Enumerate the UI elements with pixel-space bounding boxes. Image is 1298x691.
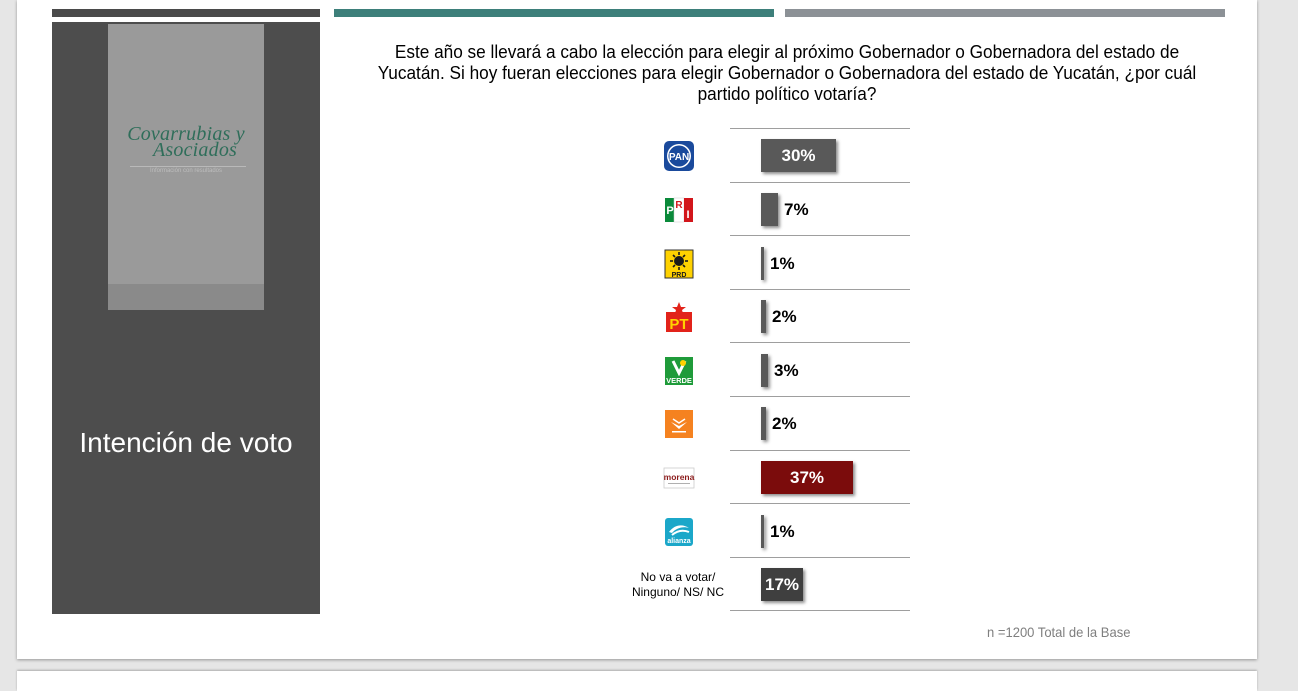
pri-logo-icon-graphic: P RI xyxy=(665,197,693,223)
row-rule xyxy=(730,289,910,290)
survey-question: Este año se llevará a cabo la elección p… xyxy=(377,41,1197,104)
movimiento-ciudadano-logo-icon xyxy=(663,408,695,440)
header-accent-bar-dark xyxy=(52,9,320,17)
svg-text:I: I xyxy=(686,209,689,221)
svg-text:P: P xyxy=(666,205,673,217)
sample-size-note: n =1200 Total de la Base xyxy=(987,624,1131,640)
row-rule xyxy=(730,503,910,504)
svg-text:PAN: PAN xyxy=(669,152,689,163)
nueva-alianza-logo-icon: alianza xyxy=(663,516,695,548)
nueva-alianza-logo-icon-graphic: alianza xyxy=(665,518,693,546)
data-label: 3% xyxy=(774,361,799,380)
bar-pan xyxy=(761,139,836,172)
pan-logo-icon-graphic: PAN xyxy=(664,141,694,171)
next-slide-edge xyxy=(17,671,1257,691)
pt-logo-icon: PT xyxy=(663,301,695,333)
bar-pri xyxy=(761,193,778,226)
logo-divider xyxy=(130,166,246,167)
slide: Covarrubias y Asociados Información con … xyxy=(17,0,1257,659)
bar-prd xyxy=(761,247,764,280)
pt-logo-icon-graphic: PT xyxy=(666,302,692,333)
vote-intention-chart: PAN 30% P R I 7% PRD 1% PT 2% VERDE 3% 2% morena 37% al… xyxy=(17,0,1257,659)
logo-name-line2: Asociados xyxy=(152,139,238,161)
svg-text:morena: morena xyxy=(664,472,695,482)
logo-name-line1: Covarrubias y xyxy=(127,123,245,145)
morena-logo-icon-graphic: morena xyxy=(663,467,695,489)
logo-wordmark: Covarrubias y Asociados xyxy=(108,123,264,161)
header-accent-bar-gray xyxy=(785,9,1225,17)
verde-logo-icon: VERDE xyxy=(663,355,695,387)
svg-text:VERDE: VERDE xyxy=(666,376,692,385)
row-rule xyxy=(730,557,910,558)
bar-morena xyxy=(761,461,853,494)
logo-card-footer xyxy=(108,284,264,310)
data-label: 17% xyxy=(764,575,800,594)
bar-verde xyxy=(761,354,768,387)
row-rule xyxy=(730,396,910,397)
morena-logo-icon: morena xyxy=(663,462,695,494)
category-label: No va a votar/ Ninguno/ NS/ NC xyxy=(631,570,725,599)
bar-movimiento-ciudadano xyxy=(761,407,766,440)
bar-alianza xyxy=(761,515,764,548)
bar-pt xyxy=(761,300,766,333)
panel-title: Intención de voto xyxy=(79,427,293,458)
row-rule xyxy=(730,450,910,451)
row-rule xyxy=(730,182,910,183)
row-rule xyxy=(730,128,910,129)
svg-text:PRD: PRD xyxy=(672,272,687,279)
verde-logo-icon-graphic: VERDE xyxy=(665,357,693,385)
prd-logo-icon-graphic: PRD xyxy=(664,249,694,279)
data-label: 2% xyxy=(772,307,797,326)
side-panel: Covarrubias y Asociados Información con … xyxy=(52,22,320,614)
row-rule xyxy=(730,342,910,343)
svg-text:alianza: alianza xyxy=(667,538,690,545)
data-label: 30% xyxy=(781,146,816,165)
logo-tagline: Información con resultados xyxy=(149,168,223,174)
prd-logo-icon: PRD xyxy=(663,248,695,280)
header-accent-bar-teal xyxy=(334,9,774,17)
company-logo: Covarrubias y Asociados Información con … xyxy=(108,24,264,310)
data-label: 2% xyxy=(772,414,797,433)
pan-logo-icon: PAN xyxy=(663,140,695,172)
svg-text:PT: PT xyxy=(669,316,688,333)
row-rule xyxy=(730,610,910,611)
data-label: 1% xyxy=(770,254,795,273)
svg-text:R: R xyxy=(675,200,683,211)
data-label: 37% xyxy=(789,468,825,487)
movimiento-ciudadano-logo-icon-graphic xyxy=(665,410,693,438)
bar-no-va-a-votar-ninguno-ns-nc xyxy=(761,568,803,601)
data-label: 7% xyxy=(784,200,809,219)
row-rule xyxy=(730,235,910,236)
data-label: 1% xyxy=(770,522,795,541)
